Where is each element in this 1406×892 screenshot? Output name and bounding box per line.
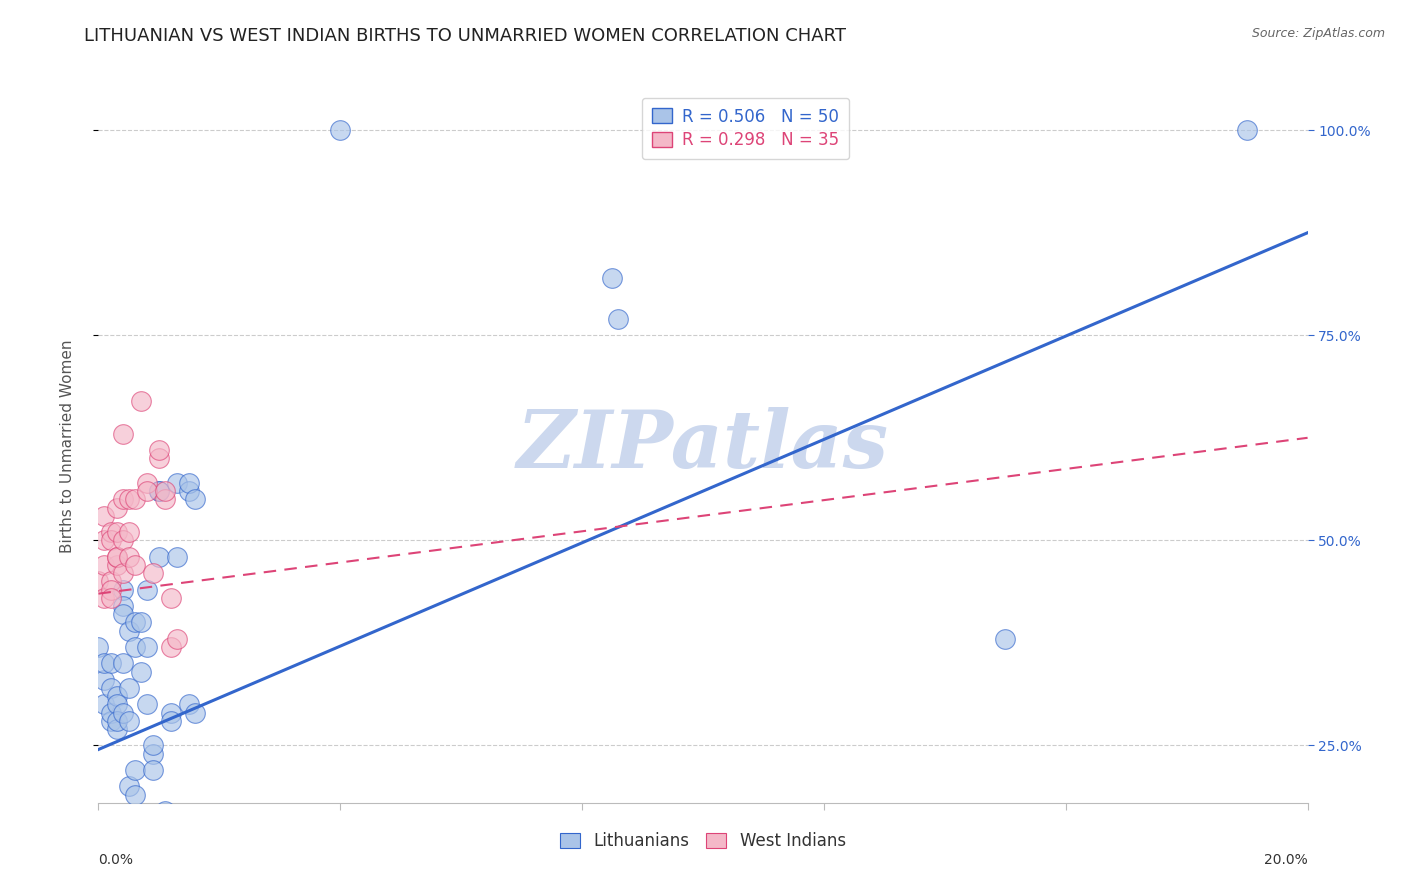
Lithuanians	[994, 632, 1017, 646]
West Indians	[93, 591, 115, 605]
Lithuanians	[111, 599, 134, 613]
Lithuanians	[135, 582, 157, 597]
West Indians	[105, 549, 128, 564]
West Indians	[166, 632, 188, 646]
Lithuanians	[111, 607, 134, 622]
Lithuanians	[153, 804, 176, 818]
Lithuanians	[184, 829, 207, 843]
West Indians	[100, 525, 122, 540]
West Indians	[87, 574, 110, 589]
Lithuanians	[142, 739, 165, 753]
West Indians	[142, 566, 165, 581]
Lithuanians	[184, 492, 207, 507]
Lithuanians	[1236, 123, 1258, 137]
West Indians	[93, 533, 115, 548]
Lithuanians	[148, 484, 170, 499]
Lithuanians	[160, 714, 183, 728]
Lithuanians	[111, 706, 134, 720]
Text: 0.0%: 0.0%	[98, 853, 134, 867]
West Indians	[160, 640, 183, 654]
Lithuanians	[179, 698, 201, 712]
West Indians	[124, 558, 146, 572]
Lithuanians	[118, 780, 141, 794]
Lithuanians	[153, 829, 176, 843]
Lithuanians	[124, 640, 146, 654]
Y-axis label: Births to Unmarried Women: Births to Unmarried Women	[60, 339, 75, 553]
West Indians	[105, 525, 128, 540]
West Indians	[105, 558, 128, 572]
West Indians	[111, 492, 134, 507]
West Indians	[153, 492, 176, 507]
Lithuanians	[179, 484, 201, 499]
West Indians	[124, 492, 146, 507]
West Indians	[93, 508, 115, 523]
West Indians	[135, 475, 157, 490]
Lithuanians	[148, 549, 170, 564]
Lithuanians	[166, 475, 188, 490]
West Indians	[118, 525, 141, 540]
Lithuanians	[93, 673, 115, 687]
Lithuanians	[148, 484, 170, 499]
Lithuanians	[160, 706, 183, 720]
Text: ZIPatlas: ZIPatlas	[517, 408, 889, 484]
Text: Source: ZipAtlas.com: Source: ZipAtlas.com	[1251, 27, 1385, 40]
Lithuanians	[100, 706, 122, 720]
Lithuanians	[179, 812, 201, 826]
Lithuanians	[105, 689, 128, 703]
West Indians	[111, 533, 134, 548]
Lithuanians	[111, 657, 134, 671]
Lithuanians	[118, 714, 141, 728]
West Indians	[100, 582, 122, 597]
Legend: Lithuanians, West Indians: Lithuanians, West Indians	[553, 824, 853, 859]
West Indians	[100, 574, 122, 589]
West Indians	[111, 426, 134, 441]
West Indians	[100, 533, 122, 548]
Lithuanians	[166, 549, 188, 564]
Lithuanians	[124, 615, 146, 630]
Lithuanians	[160, 862, 183, 876]
Lithuanians	[105, 714, 128, 728]
Lithuanians	[602, 270, 624, 285]
West Indians	[93, 558, 115, 572]
Lithuanians	[100, 681, 122, 695]
Lithuanians	[329, 123, 352, 137]
Lithuanians	[93, 657, 115, 671]
West Indians	[160, 591, 183, 605]
Lithuanians	[111, 582, 134, 597]
West Indians	[129, 393, 152, 408]
West Indians	[148, 451, 170, 466]
West Indians	[118, 492, 141, 507]
Lithuanians	[100, 657, 122, 671]
West Indians	[105, 500, 128, 515]
West Indians	[148, 443, 170, 458]
Lithuanians	[105, 722, 128, 736]
Text: 20.0%: 20.0%	[1264, 853, 1308, 867]
Lithuanians	[142, 747, 165, 761]
Lithuanians	[124, 763, 146, 777]
Lithuanians	[129, 665, 152, 679]
West Indians	[105, 549, 128, 564]
Lithuanians	[100, 714, 122, 728]
West Indians	[100, 591, 122, 605]
Lithuanians	[105, 698, 128, 712]
West Indians	[118, 549, 141, 564]
West Indians	[153, 484, 176, 499]
Lithuanians	[118, 624, 141, 638]
Lithuanians	[124, 788, 146, 802]
West Indians	[135, 484, 157, 499]
Lithuanians	[135, 640, 157, 654]
Lithuanians	[607, 311, 630, 326]
Lithuanians	[179, 475, 201, 490]
West Indians	[111, 566, 134, 581]
Lithuanians	[118, 681, 141, 695]
Text: LITHUANIAN VS WEST INDIAN BIRTHS TO UNMARRIED WOMEN CORRELATION CHART: LITHUANIAN VS WEST INDIAN BIRTHS TO UNMA…	[84, 27, 846, 45]
Lithuanians	[135, 698, 157, 712]
Lithuanians	[184, 706, 207, 720]
Lithuanians	[142, 763, 165, 777]
Lithuanians	[129, 615, 152, 630]
Lithuanians	[87, 640, 110, 654]
Lithuanians	[93, 698, 115, 712]
